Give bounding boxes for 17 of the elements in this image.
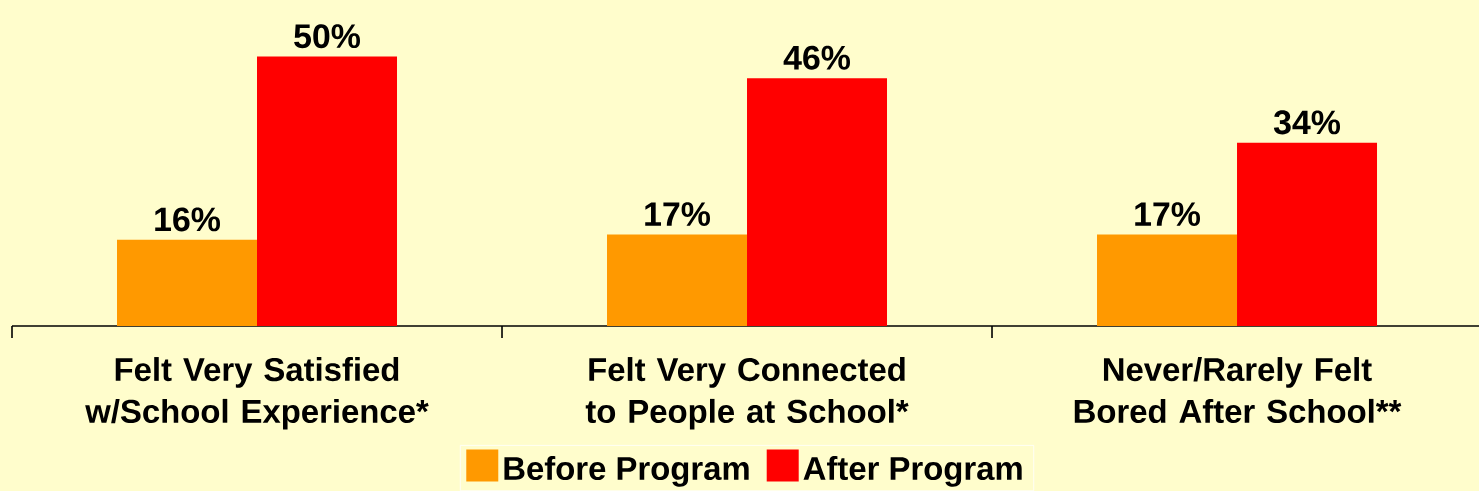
bar <box>117 239 257 326</box>
data-label: 16% <box>155 207 220 232</box>
x-tick-label: Felt Very Connected to People at School* <box>585 357 909 430</box>
legend-label: Before Program <box>504 455 749 487</box>
bar <box>747 78 888 326</box>
data-label: 17% <box>645 202 710 226</box>
data-label: 34% <box>1273 110 1340 135</box>
bar <box>257 56 398 326</box>
data-label: 50% <box>294 24 360 49</box>
legend-label: After Program <box>803 455 1022 487</box>
data-label: 46% <box>783 45 850 70</box>
bar <box>1097 234 1238 326</box>
x-tick-label: Never/Rarely Felt Bored After School** <box>1074 357 1402 424</box>
data-label: 17% <box>1135 202 1200 226</box>
bar <box>607 234 748 326</box>
bar <box>1237 142 1378 326</box>
x-tick-label: Felt Very Satisfied w/School Experience* <box>85 357 429 430</box>
